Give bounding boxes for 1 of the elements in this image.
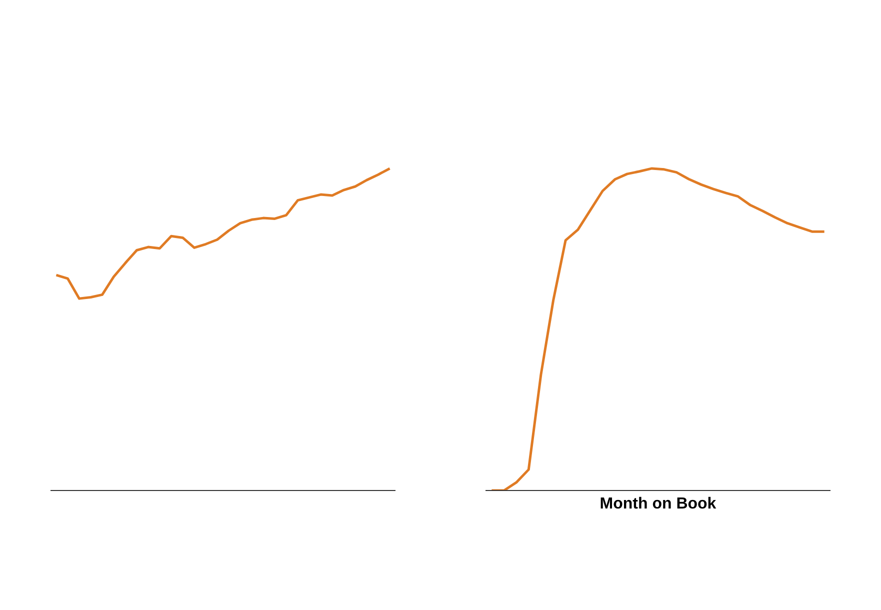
x-axis-title: Month on Book [600, 496, 716, 512]
